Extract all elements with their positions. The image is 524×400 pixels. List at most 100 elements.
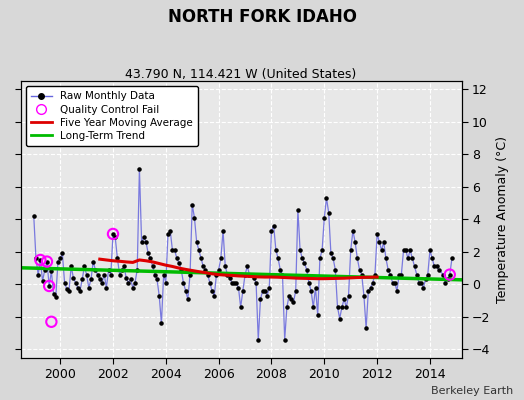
Point [434, 266, 443, 273]
Point [148, 263, 157, 270]
Point [221, 263, 230, 270]
Point [177, 266, 185, 273]
Point [34, 272, 42, 278]
Point [408, 255, 417, 262]
Point [212, 272, 221, 278]
Point [445, 272, 454, 278]
Point [410, 263, 419, 270]
Point [104, 266, 113, 273]
Point [390, 280, 399, 286]
Point [139, 234, 148, 240]
Point [69, 275, 78, 281]
Title: 43.790 N, 114.421 W (United States): 43.790 N, 114.421 W (United States) [125, 68, 357, 81]
Point [258, 288, 267, 294]
Point [245, 272, 254, 278]
Point [117, 266, 126, 273]
Point [445, 272, 454, 278]
Point [404, 255, 412, 262]
Point [439, 272, 447, 278]
Point [115, 272, 124, 278]
Point [124, 280, 133, 286]
Point [29, 213, 38, 219]
Point [311, 284, 320, 291]
Point [415, 280, 423, 286]
Point [441, 280, 450, 286]
Point [82, 272, 91, 278]
Point [71, 280, 80, 286]
Point [432, 263, 441, 270]
Point [355, 266, 364, 273]
Point [131, 280, 139, 286]
Point [421, 276, 430, 283]
Point [67, 263, 75, 270]
Point [54, 258, 62, 265]
Point [368, 280, 377, 286]
Point [80, 263, 89, 270]
Point [401, 247, 410, 254]
Point [36, 257, 45, 263]
Point [338, 304, 346, 310]
Point [344, 292, 353, 299]
Point [106, 272, 115, 278]
Point [375, 239, 384, 245]
Point [159, 272, 168, 278]
Point [51, 294, 60, 300]
Point [426, 247, 434, 254]
Point [305, 280, 313, 286]
Point [146, 255, 155, 262]
Point [318, 247, 326, 254]
Point [249, 275, 258, 281]
Point [199, 263, 208, 270]
Point [293, 206, 302, 213]
Point [170, 247, 179, 254]
Legend: Raw Monthly Data, Quality Control Fail, Five Year Moving Average, Long-Term Tren: Raw Monthly Data, Quality Control Fail, … [26, 86, 198, 146]
Point [175, 260, 183, 266]
Point [397, 272, 406, 278]
Point [150, 272, 159, 278]
Point [384, 266, 392, 273]
Point [256, 296, 265, 302]
Point [388, 280, 397, 286]
Point [289, 299, 298, 306]
Point [230, 280, 238, 286]
Point [252, 280, 260, 286]
Point [225, 275, 234, 281]
Point [232, 280, 241, 286]
Point [333, 304, 342, 310]
Point [309, 304, 318, 310]
Point [60, 280, 69, 286]
Point [201, 266, 210, 273]
Point [331, 266, 340, 273]
Point [183, 296, 192, 302]
Point [179, 280, 188, 286]
Point [45, 283, 53, 289]
Point [254, 336, 263, 343]
Point [320, 214, 329, 221]
Point [360, 292, 368, 299]
Point [113, 255, 122, 262]
Point [346, 247, 355, 254]
Point [188, 202, 196, 208]
Point [32, 255, 40, 262]
Point [122, 275, 130, 281]
Point [58, 250, 67, 257]
Point [302, 266, 311, 273]
Point [298, 255, 307, 262]
Point [168, 247, 177, 254]
Point [267, 228, 276, 234]
Point [155, 292, 163, 299]
Text: NORTH FORK IDAHO: NORTH FORK IDAHO [168, 8, 356, 26]
Point [84, 284, 93, 291]
Point [265, 284, 274, 291]
Point [197, 255, 205, 262]
Point [417, 280, 425, 286]
Point [423, 272, 432, 278]
Point [98, 280, 106, 286]
Point [73, 284, 82, 291]
Point [247, 272, 256, 278]
Point [135, 166, 144, 172]
Point [76, 288, 84, 294]
Point [137, 239, 146, 245]
Point [313, 312, 322, 318]
Point [269, 222, 278, 229]
